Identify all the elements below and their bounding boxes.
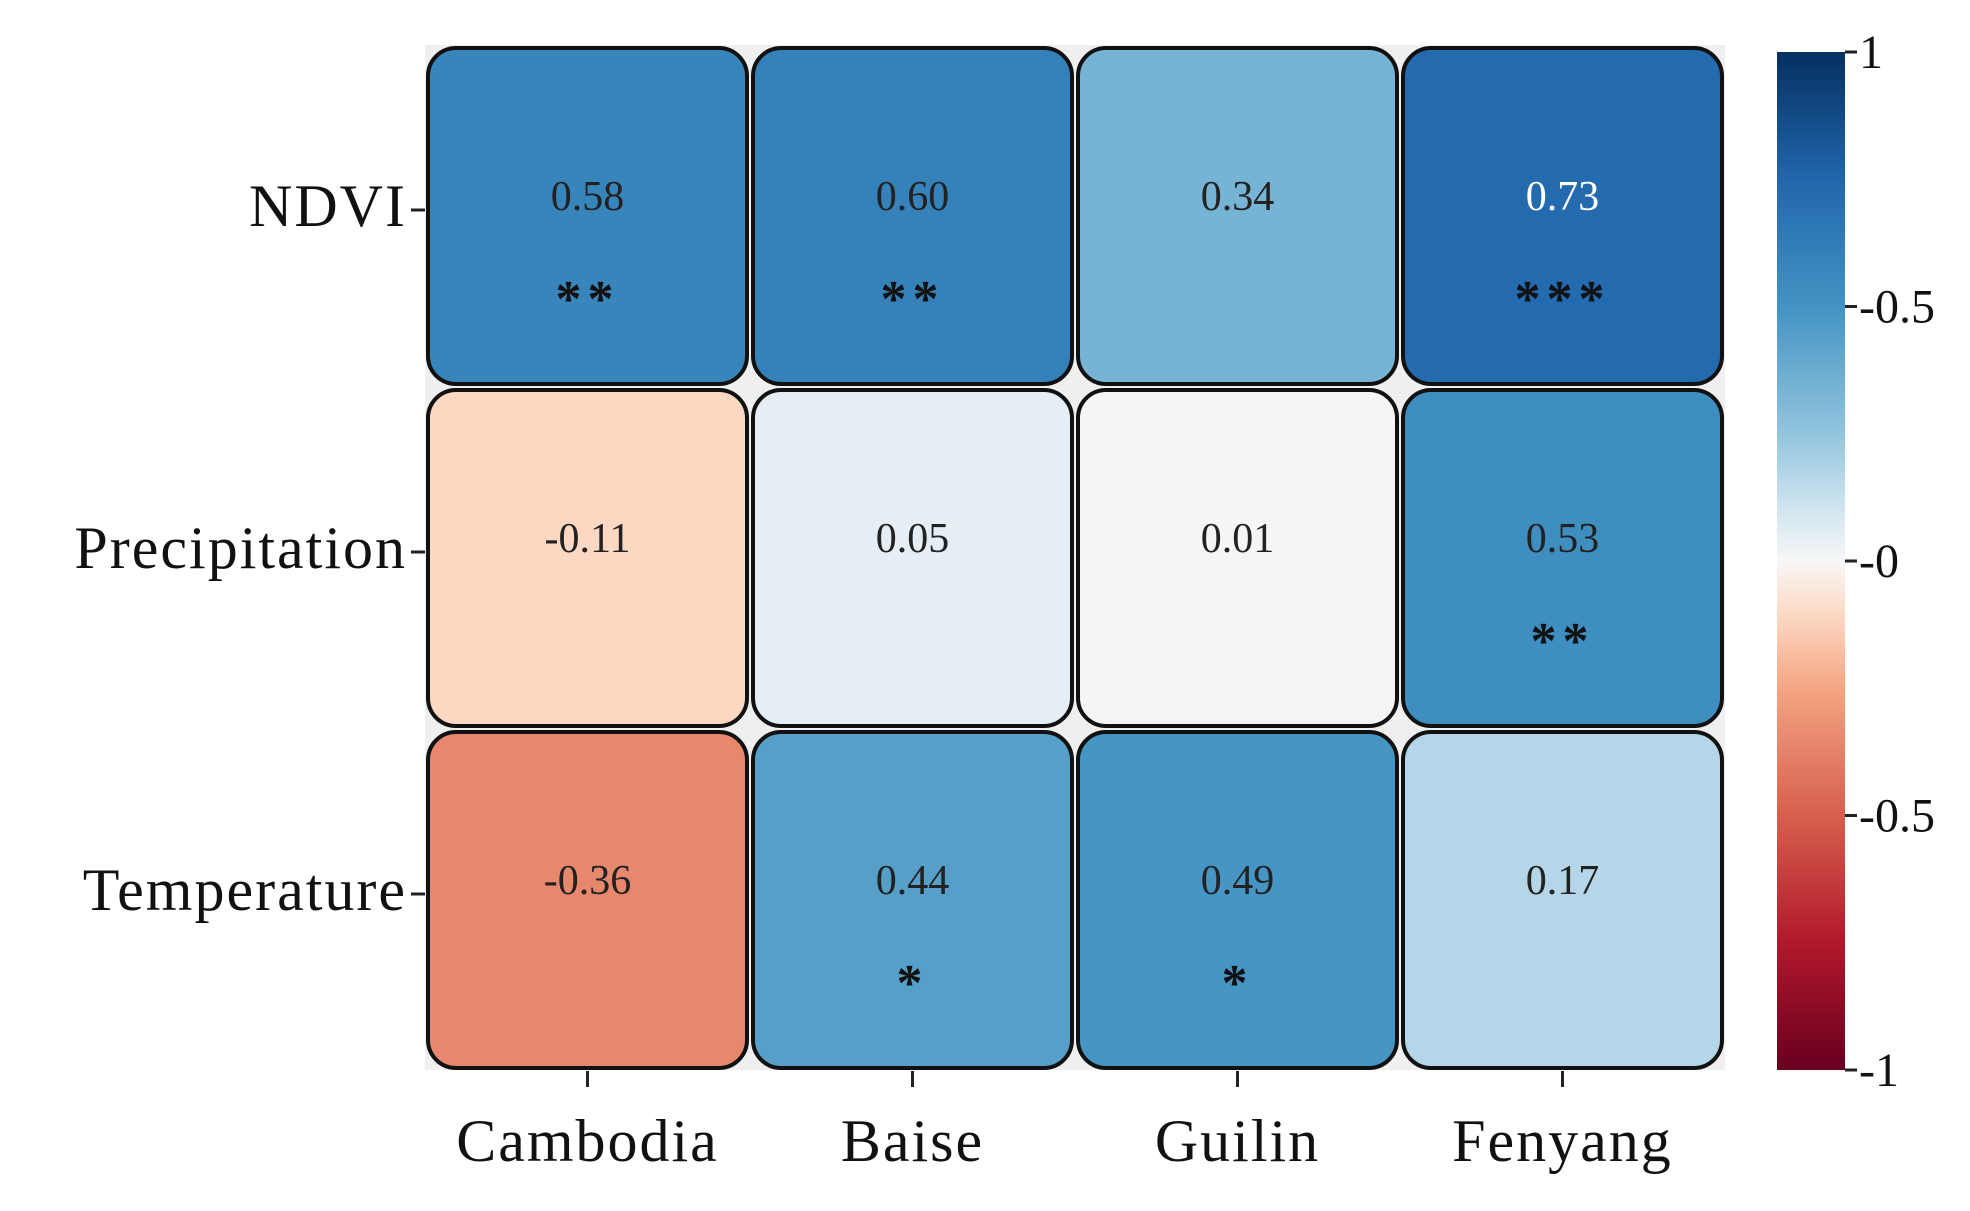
cell-precipitation-baise <box>751 388 1074 728</box>
cell-value-label: 0.53 <box>1526 516 1600 562</box>
row-labels: NDVI Precipitation Temperature <box>74 173 425 923</box>
colorbar-tick-label: -0.5 <box>1859 790 1935 843</box>
colorbar-tick-label: -0.5 <box>1859 281 1935 334</box>
column-label-baise: Baise <box>841 1108 984 1174</box>
significance-marker: ** <box>1531 613 1595 670</box>
colorbar-tick-label: 1 <box>1859 26 1883 79</box>
colorbar-tick-label: -1 <box>1859 1044 1899 1097</box>
cell-ndvi-fenyang <box>1401 46 1724 386</box>
cell-value-label: 0.05 <box>876 516 950 562</box>
colorbar: 1 -0.5 -0 -0.5 -1 <box>1777 26 1935 1097</box>
column-label-fenyang: Fenyang <box>1452 1108 1673 1174</box>
column-labels: Cambodia Baise Guilin Fenyang <box>456 1071 1673 1174</box>
significance-marker: *** <box>1515 271 1611 328</box>
cell-precipitation-guilin <box>1076 388 1399 728</box>
cell-value-label: 0.17 <box>1526 858 1600 904</box>
cell-precipitation-cambodia <box>426 388 749 728</box>
cell-value-label: -0.36 <box>544 858 632 904</box>
cell-ndvi-guilin <box>1076 46 1399 386</box>
significance-marker: ** <box>556 271 620 328</box>
cell-temperature-cambodia <box>426 730 749 1070</box>
row-label-temperature: Temperature <box>83 857 407 923</box>
cell-value-label: 0.58 <box>551 174 625 220</box>
cells-layer: 0.58**0.60**0.34 0.73***-0.11 0.05 0.01 0.53… <box>426 46 1724 1070</box>
cell-value-label: 0.60 <box>876 174 950 220</box>
significance-marker: * <box>897 955 929 1012</box>
cell-value-label: 0.34 <box>1201 174 1275 220</box>
cell-temperature-guilin <box>1076 730 1399 1070</box>
cell-temperature-fenyang <box>1401 730 1724 1070</box>
cell-value-label: 0.01 <box>1201 516 1275 562</box>
significance-marker: ** <box>881 271 945 328</box>
cell-value-label: 0.44 <box>876 858 950 904</box>
cell-value-label: -0.11 <box>545 516 631 562</box>
cell-precipitation-fenyang <box>1401 388 1724 728</box>
significance-marker: * <box>1222 955 1254 1012</box>
cell-value-label: 0.73 <box>1526 174 1600 220</box>
colorbar-tick-label: -0 <box>1859 535 1899 588</box>
cell-ndvi-cambodia <box>426 46 749 386</box>
cell-ndvi-baise <box>751 46 1074 386</box>
column-label-cambodia: Cambodia <box>456 1108 719 1174</box>
colorbar-gradient <box>1777 52 1845 1070</box>
cell-temperature-baise <box>751 730 1074 1070</box>
row-label-ndvi: NDVI <box>249 173 407 239</box>
column-label-guilin: Guilin <box>1155 1108 1320 1174</box>
row-label-precipitation: Precipitation <box>74 515 407 581</box>
cell-value-label: 0.49 <box>1201 858 1275 904</box>
